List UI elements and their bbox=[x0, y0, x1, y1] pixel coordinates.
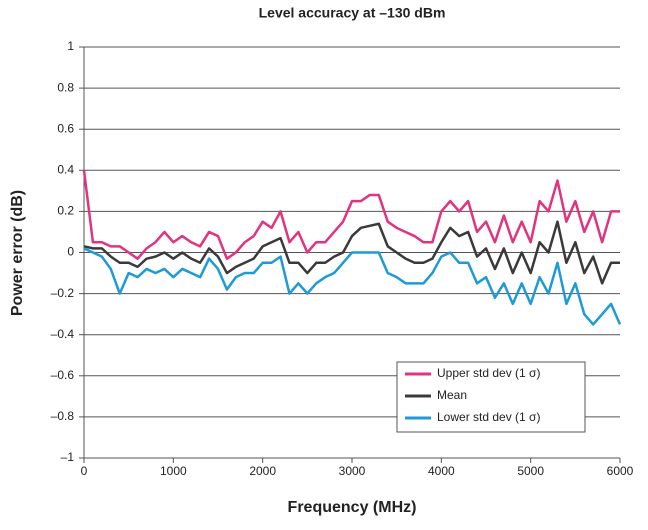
y-tick-label: 0.4 bbox=[57, 162, 74, 176]
y-tick-label: –1 bbox=[61, 450, 75, 464]
legend-label: Upper std dev (1 σ) bbox=[437, 366, 540, 380]
x-axis-label: Frequency (MHz) bbox=[288, 499, 417, 516]
legend-label: Lower std dev (1 σ) bbox=[437, 410, 540, 424]
y-tick-label: –0.6 bbox=[51, 368, 75, 382]
x-tick-label: 4000 bbox=[428, 464, 455, 478]
x-tick-label: 6000 bbox=[607, 464, 634, 478]
y-axis-label: Power error (dB) bbox=[9, 190, 26, 316]
y-tick-label: –0.8 bbox=[51, 409, 75, 423]
chart-title: Level accuracy at –130 dBm bbox=[259, 5, 446, 21]
x-tick-label: 5000 bbox=[517, 464, 544, 478]
y-tick-label: 1 bbox=[67, 39, 74, 53]
y-tick-label: –0.4 bbox=[51, 327, 75, 341]
series-line bbox=[83, 247, 622, 326]
y-tick-label: –0.2 bbox=[51, 286, 75, 300]
series-line bbox=[83, 220, 620, 285]
x-tick-label: 0 bbox=[81, 464, 88, 478]
y-tick-label: 0 bbox=[67, 245, 74, 259]
series-line bbox=[82, 170, 620, 260]
x-tick-label: 3000 bbox=[339, 464, 366, 478]
y-tick-label: 0.6 bbox=[57, 121, 74, 135]
x-tick-label: 2000 bbox=[249, 464, 276, 478]
y-tick-label: 0.2 bbox=[57, 204, 74, 218]
legend: Upper std dev (1 σ) Mean Lower std dev (1 … bbox=[396, 361, 586, 433]
y-tick-label: 0.8 bbox=[57, 80, 74, 94]
legend-label: Mean bbox=[437, 388, 467, 402]
x-tick-label: 1000 bbox=[160, 464, 187, 478]
